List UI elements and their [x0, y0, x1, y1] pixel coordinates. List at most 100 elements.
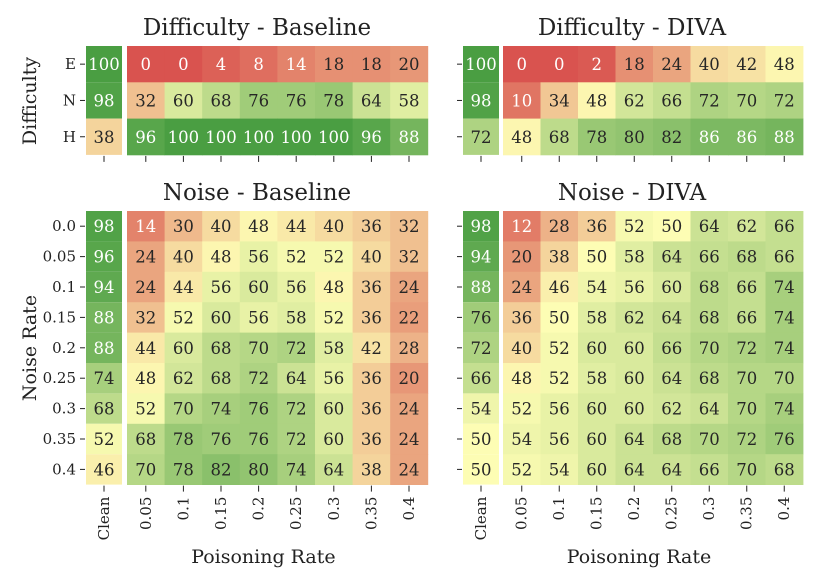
- x-tick-label: 0.1: [550, 497, 568, 521]
- clean-cell-label: 94: [94, 278, 115, 297]
- heatmap-cell-label: 60: [173, 339, 194, 358]
- heatmap-cell-label: 60: [586, 400, 607, 419]
- heatmap-cell-label: 48: [248, 217, 269, 236]
- heatmap-cell-label: 60: [211, 308, 232, 327]
- heatmap-cell: [615, 82, 654, 119]
- heatmap-cell: [352, 118, 391, 156]
- heatmap-cell: [578, 393, 616, 425]
- heatmap-cell-label: 12: [511, 217, 532, 236]
- heatmap-cell: [540, 211, 579, 242]
- x-tick-label: 0.2: [625, 497, 643, 521]
- clean-cell: [86, 211, 122, 242]
- heatmap-cell-label: 82: [211, 460, 232, 479]
- heatmap-cell-label: 52: [323, 248, 344, 267]
- heatmap-cell-label: 60: [661, 278, 682, 297]
- heatmap-cell-label: 64: [699, 400, 720, 419]
- heatmap-cell: [690, 118, 729, 156]
- heatmap-cell: [578, 82, 616, 119]
- heatmap-cell-label: 48: [511, 369, 532, 388]
- heatmap-cell-label: 62: [661, 400, 682, 419]
- heatmap-cell: [127, 46, 165, 83]
- heatmap-cell-label: 52: [286, 248, 307, 267]
- heatmap-cell: [653, 118, 691, 156]
- heatmap-cell: [164, 82, 203, 119]
- heatmap-cell-label: 74: [211, 400, 232, 419]
- heatmap-cell: [728, 393, 766, 425]
- heatmap-cell: [390, 423, 429, 455]
- heatmap-cell: [690, 302, 729, 333]
- clean-cell: [86, 82, 122, 119]
- heatmap-cell-label: 76: [211, 430, 232, 449]
- heatmap-cell: [765, 302, 804, 333]
- panel-title: Difficulty - Baseline: [143, 15, 371, 41]
- heatmap-cell: [164, 332, 203, 364]
- heatmap-cell: [653, 393, 691, 425]
- heatmap-cell: [503, 211, 541, 242]
- heatmap-cell: [164, 271, 203, 303]
- heatmap-cell-label: 38: [549, 248, 570, 267]
- panel-title: Noise - DIVA: [558, 180, 707, 206]
- clean-cell: [463, 363, 499, 394]
- heatmap-cell-label: 52: [624, 217, 645, 236]
- heatmap-cell-label: 48: [211, 248, 232, 267]
- heatmap-cell-label: 58: [624, 248, 645, 267]
- heatmap-cell: [690, 423, 729, 455]
- heatmap-cell: [315, 393, 353, 425]
- heatmap-cell-label: 66: [699, 248, 720, 267]
- heatmap-cell: [653, 332, 691, 364]
- heatmap-cell: [164, 211, 203, 242]
- heatmap-cell: [277, 454, 316, 485]
- heatmap-cell-label: 82: [661, 128, 682, 147]
- heatmap-cell-label: 24: [399, 278, 420, 297]
- heatmap-cell: [239, 363, 278, 394]
- clean-cell: [86, 46, 122, 83]
- heatmap-cell: [690, 393, 729, 425]
- heatmap-cell: [127, 271, 165, 303]
- heatmap-cell: [239, 82, 278, 119]
- heatmap-cell: [615, 393, 654, 425]
- heatmap-cell: [578, 423, 616, 455]
- clean-cell: [463, 393, 499, 424]
- heatmap-cell-label: 74: [774, 308, 795, 327]
- x-tick-label: 0.4: [775, 497, 793, 521]
- clean-cell-label: 72: [471, 339, 492, 358]
- heatmap-cell: [503, 46, 541, 83]
- heatmap-cell-label: 68: [211, 369, 232, 388]
- heatmap-cell-label: 54: [511, 430, 532, 449]
- heatmap-cell-label: 36: [361, 400, 382, 419]
- heatmap-cell: [653, 46, 691, 83]
- y-tick-label: 0.2: [52, 339, 76, 357]
- heatmap-cell-label: 56: [624, 278, 645, 297]
- y-axis-title-difficulty: Difficulty: [19, 57, 41, 145]
- x-tick-label: 0.05: [137, 497, 155, 530]
- heatmap-cell-label: 46: [549, 278, 570, 297]
- heatmap-cell: [202, 241, 241, 273]
- heatmap-cell-label: 32: [135, 91, 156, 110]
- heatmap-cell: [390, 241, 429, 273]
- heatmap-cell-label: 100: [168, 128, 200, 147]
- heatmap-cell-label: 70: [248, 339, 269, 358]
- heatmap-panel-1: Difficulty - Baseline 100 0 0 4 8 14 18 18 20 E 98 3…: [63, 15, 429, 162]
- heatmap-cell: [202, 332, 241, 364]
- x-tick-label: 0.3: [700, 497, 718, 521]
- heatmap-cell: [202, 302, 241, 333]
- heatmap-cell: [352, 46, 391, 83]
- heatmap-cell-label: 38: [361, 460, 382, 479]
- heatmap-cell: [690, 82, 729, 119]
- heatmap-cell-label: 20: [511, 248, 532, 267]
- clean-cell-label: 54: [471, 400, 492, 419]
- heatmap-panel-3: Noise - Baseline 98 14 30 40 48 44 40 36 32 0.0 96 2…: [43, 180, 429, 568]
- clean-cell-label: 88: [94, 339, 115, 358]
- heatmap-cell: [765, 423, 804, 455]
- heatmap-cell-label: 100: [280, 128, 312, 147]
- heatmap-cell: [653, 302, 691, 333]
- heatmap-cell-label: 74: [774, 278, 795, 297]
- heatmap-cell-label: 56: [211, 278, 232, 297]
- heatmap-cell: [127, 241, 165, 273]
- heatmap-cell: [390, 211, 429, 242]
- heatmap-cell-label: 100: [205, 128, 237, 147]
- heatmap-cell: [728, 46, 766, 83]
- heatmap-cell-label: 50: [586, 248, 607, 267]
- heatmap-cell-label: 28: [549, 217, 570, 236]
- heatmap-cell: [615, 332, 654, 364]
